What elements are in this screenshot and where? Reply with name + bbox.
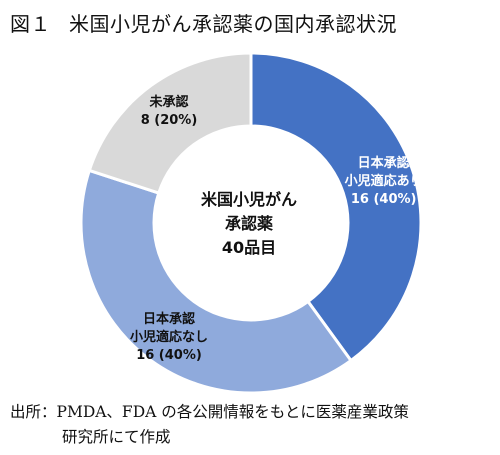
source-note: 出所： PMDA、FDA の各公開情報をもとに医薬産業政策 研究所にて作成: [10, 400, 492, 450]
pie-slice-0: [249, 51, 423, 363]
slice-label-1: 日本承認小児適応なし 16 (40%): [130, 311, 208, 363]
source-label: 出所：: [10, 403, 57, 421]
slice-label-0: 日本承認小児適応あり 16 (40%): [345, 155, 423, 207]
center-label: 米国小児がん承認薬 40品目: [201, 190, 297, 257]
pie-slice-2: [87, 51, 253, 195]
source-text-line1: PMDA、FDA の各公開情報をもとに医薬産業政策: [56, 403, 409, 421]
source-text-line2: 研究所にて作成: [62, 428, 171, 446]
figure-title: 図１ 米国小児がん承認薬の国内承認状況: [10, 2, 490, 42]
figure-number: 図１: [10, 11, 51, 36]
figure-title-text: 米国小児がん承認薬の国内承認状況: [69, 11, 397, 36]
donut-chart: 日本承認小児適応あり 16 (40%) 日本承認小児適応なし 16 (40%) 未承認 8…: [79, 51, 423, 392]
pie-slice-1: [79, 168, 354, 392]
slice-label-2: 未承認 8 (20%): [141, 94, 198, 128]
